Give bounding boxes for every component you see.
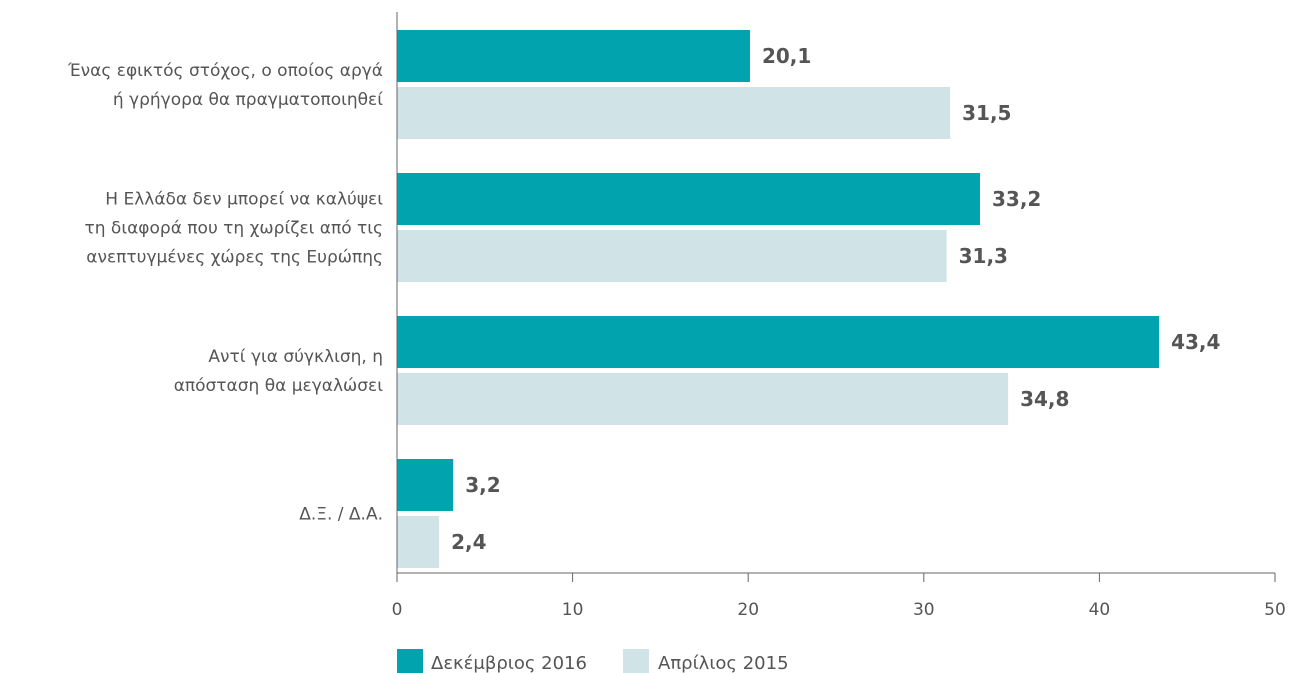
category-label-line: απόσταση θα μεγαλώσει [174,376,384,396]
category-label-line: ανεπτυγμένες χώρες της Ευρώπης [86,248,383,268]
bar-series1-cat1 [397,30,750,82]
bar-series2-cat3 [397,373,1009,425]
category-label-line: Η Ελλάδα δεν μπορεί να καλύψει [105,190,383,210]
data-label: 2,4 [451,530,486,554]
x-tick-label: 40 [1089,600,1111,620]
x-tick-label: 0 [392,600,403,620]
legend-swatch-2 [623,649,649,673]
bar-series2-cat1 [397,87,951,139]
axes-group: 0 10 20 30 40 50 [392,12,1286,620]
x-tick-label: 20 [737,600,759,620]
x-tick-label: 50 [1264,600,1286,620]
x-tick-label: 10 [562,600,584,620]
category-label-line: τη διαφορά που τη χωρίζει από τις [85,219,383,239]
category-label-line: Ένας εφικτός στόχος, ο οποίος αργά [67,61,383,81]
legend-swatch-1 [397,649,423,673]
category-label-line: ή γρήγορα θα πραγματοποιηθεί [113,90,383,110]
bar-series2-cat2 [397,230,947,282]
data-labels-group: 20,1 31,5 33,2 31,3 43,4 34,8 3,2 2,4 [451,44,1220,554]
data-label: 20,1 [762,44,811,68]
legend-label-2: Απρίλιος 2015 [658,653,789,673]
bar-series1-cat3 [397,316,1160,368]
x-tick-label: 30 [913,600,935,620]
bar-series1-cat4 [397,459,454,511]
data-label: 34,8 [1020,387,1069,411]
legend-label-1: Δεκέμβριος 2016 [431,653,587,673]
bar-series1-cat2 [397,173,980,225]
data-label: 31,5 [962,101,1011,125]
data-label: 31,3 [959,244,1008,268]
category-label: Η Ελλάδα δεν μπορεί να καλύψει τη διαφορά… [85,190,384,268]
bars-group [397,30,1160,568]
category-label: Δ.Ξ. / Δ.Α. [299,505,383,525]
category-label: Ένας εφικτός στόχος, ο οποίος αργά ή γρήγ… [67,61,383,110]
data-label: 33,2 [992,187,1041,211]
category-label-line: Αντί για σύγκλιση, η [208,347,383,367]
category-label: Αντί για σύγκλιση, η απόσταση θα μεγαλώσε… [174,347,384,396]
category-label-line: Δ.Ξ. / Δ.Α. [299,505,383,525]
category-labels-group: Ένας εφικτός στόχος, ο οποίος αργά ή γρήγ… [67,61,383,525]
data-label: 3,2 [465,473,500,497]
legend: Δεκέμβριος 2016 Απρίλιος 2015 [397,649,789,673]
data-label: 43,4 [1171,330,1220,354]
bar-series2-cat4 [397,516,440,568]
